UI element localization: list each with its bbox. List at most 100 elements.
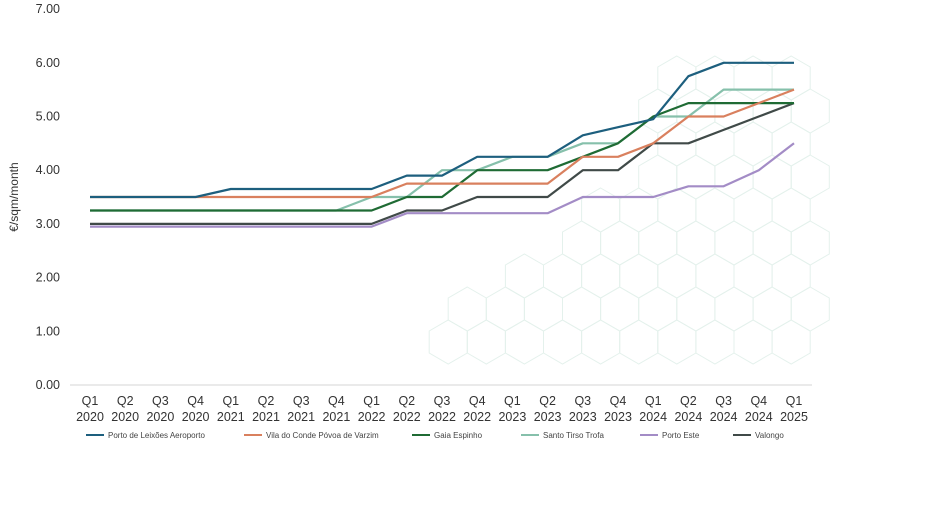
x-tick-label-quarter: Q1 xyxy=(222,394,239,408)
background-hexagon xyxy=(562,286,602,332)
background-hexagon xyxy=(733,319,773,365)
x-tick-label-year: 2024 xyxy=(674,410,702,424)
x-tick-label-year: 2020 xyxy=(146,410,174,424)
y-tick-label: 0.00 xyxy=(36,378,60,392)
background-hexagon xyxy=(619,187,659,233)
y-tick-label: 3.00 xyxy=(36,217,60,231)
x-tick-label-quarter: Q3 xyxy=(574,394,591,408)
y-tick-label: 7.00 xyxy=(36,2,60,16)
background-hexagon xyxy=(638,88,678,134)
background-hexagon xyxy=(543,319,583,365)
x-tick-label-year: 2021 xyxy=(217,410,245,424)
x-tick-label-year: 2023 xyxy=(498,410,526,424)
y-tick-label: 2.00 xyxy=(36,271,60,285)
background-hexagon xyxy=(695,187,735,233)
x-tick-label-year: 2024 xyxy=(745,410,773,424)
background-hexagon xyxy=(752,220,792,266)
x-tick-label-quarter: Q1 xyxy=(504,394,521,408)
y-axis: 0.00 1.00 2.00 3.00 4.00 5.00 6.00 7.00 €/sqm/mo… xyxy=(7,2,60,392)
background-hexagon xyxy=(714,154,754,200)
background-hexagon xyxy=(733,187,773,233)
series-line-vila-do-conde-p-voa-de-varzim xyxy=(90,88,795,199)
x-axis: Q1 2020 Q2 2020 Q3 2020 Q4 2020 Q1 2021 Q2 2021 Q3 20… xyxy=(70,384,812,424)
background-hexagon xyxy=(485,286,525,332)
x-tick-label-quarter: Q2 xyxy=(398,394,415,408)
background-hexagon xyxy=(790,286,830,332)
background-hexagon xyxy=(714,286,754,332)
x-tick-label-year: 2021 xyxy=(322,410,350,424)
background-hexagon xyxy=(771,253,811,299)
x-tick-label-quarter: Q4 xyxy=(328,394,345,408)
background-hexagon xyxy=(619,319,659,365)
background-hexagon xyxy=(790,154,830,200)
series-line-porto-de-leix-es-aeroporto xyxy=(90,61,794,199)
x-tick-label-quarter: Q3 xyxy=(152,394,169,408)
x-tick-label-quarter: Q4 xyxy=(610,394,627,408)
legend-label: Vila do Conde Póvoa de Varzim xyxy=(266,431,379,440)
x-tick-label-quarter: Q2 xyxy=(117,394,134,408)
background-hexagon xyxy=(733,121,773,167)
series-lines xyxy=(90,61,795,228)
background-hexagon xyxy=(600,220,640,266)
x-tick-label-year: 2020 xyxy=(111,410,139,424)
background-hexagon xyxy=(523,286,563,332)
x-tick-label-year: 2024 xyxy=(639,410,667,424)
x-tick-label-year: 2025 xyxy=(780,410,808,424)
x-tick-label-year: 2022 xyxy=(428,410,456,424)
x-tick-label-year: 2020 xyxy=(182,410,210,424)
x-tick-label-year: 2021 xyxy=(287,410,315,424)
x-tick-label-year: 2023 xyxy=(569,410,597,424)
background-hexagon xyxy=(504,319,544,365)
x-tick-label-quarter: Q2 xyxy=(680,394,697,408)
x-tick-label-quarter: Q1 xyxy=(363,394,380,408)
x-tick-label-year: 2022 xyxy=(463,410,491,424)
y-tick-label: 1.00 xyxy=(36,324,60,338)
background-hexagon xyxy=(676,220,716,266)
background-hexagon xyxy=(657,55,697,101)
x-tick-label-quarter: Q1 xyxy=(82,394,99,408)
y-tick-label: 4.00 xyxy=(36,163,60,177)
legend-label: Porto Este xyxy=(662,431,700,440)
hexagon-background-pattern xyxy=(428,55,830,365)
background-hexagon xyxy=(428,319,468,365)
x-tick-label-quarter: Q4 xyxy=(750,394,767,408)
x-tick-label-quarter: Q2 xyxy=(258,394,275,408)
background-hexagon xyxy=(581,187,621,233)
background-hexagon xyxy=(657,319,697,365)
background-hexagon xyxy=(504,253,544,299)
x-tick-label-quarter: Q2 xyxy=(539,394,556,408)
x-tick-label-quarter: Q4 xyxy=(469,394,486,408)
y-tick-label: 5.00 xyxy=(36,110,60,124)
x-tick-label-year: 2023 xyxy=(534,410,562,424)
x-tick-label-quarter: Q1 xyxy=(786,394,803,408)
series-line-santo-tirso-trofa xyxy=(90,88,794,212)
x-tick-label-quarter: Q4 xyxy=(187,394,204,408)
x-tick-label-year: 2022 xyxy=(358,410,386,424)
y-tick-label: 6.00 xyxy=(36,56,60,70)
background-hexagon xyxy=(638,220,678,266)
x-tick-label-quarter: Q3 xyxy=(293,394,310,408)
y-axis-title: €/sqm/month xyxy=(7,162,21,231)
background-hexagon xyxy=(695,319,735,365)
legend-label: Gaia Espinho xyxy=(434,431,483,440)
legend-label: Santo Tirso Trofa xyxy=(543,431,604,440)
background-hexagon xyxy=(466,319,506,365)
x-tick-label-quarter: Q3 xyxy=(434,394,451,408)
background-hexagon xyxy=(714,220,754,266)
background-hexagon xyxy=(676,154,716,200)
series-line-valongo xyxy=(90,102,795,225)
x-tick-label-year: 2021 xyxy=(252,410,280,424)
x-tick-label-year: 2020 xyxy=(76,410,104,424)
background-hexagon xyxy=(562,220,602,266)
series-line-porto-este xyxy=(90,142,795,228)
background-hexagon xyxy=(790,88,830,134)
legend: Porto de Leixões Aeroporto Vila do Conde … xyxy=(86,431,784,440)
x-tick-label-year: 2024 xyxy=(710,410,738,424)
x-tick-label-year: 2023 xyxy=(604,410,632,424)
legend-label: Porto de Leixões Aeroporto xyxy=(108,431,206,440)
legend-label: Valongo xyxy=(755,431,784,440)
background-hexagon xyxy=(543,253,583,299)
background-hexagon xyxy=(752,286,792,332)
